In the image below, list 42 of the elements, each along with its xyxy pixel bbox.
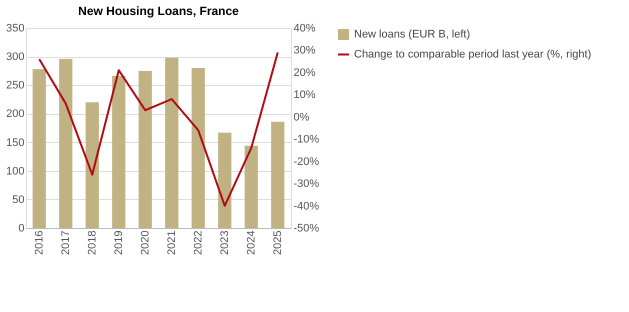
y-tick-label: 300 xyxy=(6,51,24,64)
line-series xyxy=(38,51,279,207)
legend-label: Change to comparable period last year (%, right) xyxy=(354,48,592,60)
y2-tick-label: -20% xyxy=(294,156,320,168)
y2-tick-label: 20% xyxy=(294,66,316,79)
x-tick-label: 2020 xyxy=(139,230,152,255)
y-tick-label: 50 xyxy=(12,194,24,206)
bar xyxy=(192,68,205,228)
x-tick-label: 2021 xyxy=(166,230,178,255)
x-tick-label: 2016 xyxy=(33,230,46,255)
x-tick-label: 2023 xyxy=(218,230,231,255)
y-tick-label: 250 xyxy=(6,80,24,92)
y-tick-label: 350 xyxy=(6,22,24,34)
bar xyxy=(86,102,99,228)
y-tick-label: 150 xyxy=(6,136,24,149)
chart-title: New Housing Loans, France xyxy=(78,4,240,18)
x-tick-label: 2017 xyxy=(60,230,72,255)
x-tick-label: 2019 xyxy=(112,230,125,255)
y2-tick-label: 0% xyxy=(294,111,310,124)
bar xyxy=(32,69,46,228)
y2-tick-label: -10% xyxy=(294,134,320,146)
bar xyxy=(138,70,152,228)
y2-tick-label: 30% xyxy=(294,44,316,57)
bar xyxy=(271,122,284,228)
y-tick-label: 0 xyxy=(18,222,24,234)
x-tick-label: 2022 xyxy=(192,230,204,255)
bar xyxy=(59,58,72,228)
y2-tick-label: -30% xyxy=(294,178,320,190)
y2-tick-label: 10% xyxy=(294,89,316,102)
y2-tick-label: 40% xyxy=(294,22,316,34)
y-tick-label: 200 xyxy=(6,108,24,120)
x-tick-label: 2024 xyxy=(245,230,258,255)
x-tick-label: 2025 xyxy=(272,230,284,255)
bar xyxy=(165,58,178,228)
y2-tick-label: -50% xyxy=(294,222,320,234)
x-tick-label: 2018 xyxy=(86,230,98,255)
y-tick-label: 100 xyxy=(6,165,24,178)
bar xyxy=(218,132,232,228)
bar xyxy=(244,146,258,228)
bar xyxy=(112,76,126,228)
y2-tick-label: -40% xyxy=(294,200,320,212)
legend-label: New loans (EUR B, left) xyxy=(354,28,470,40)
